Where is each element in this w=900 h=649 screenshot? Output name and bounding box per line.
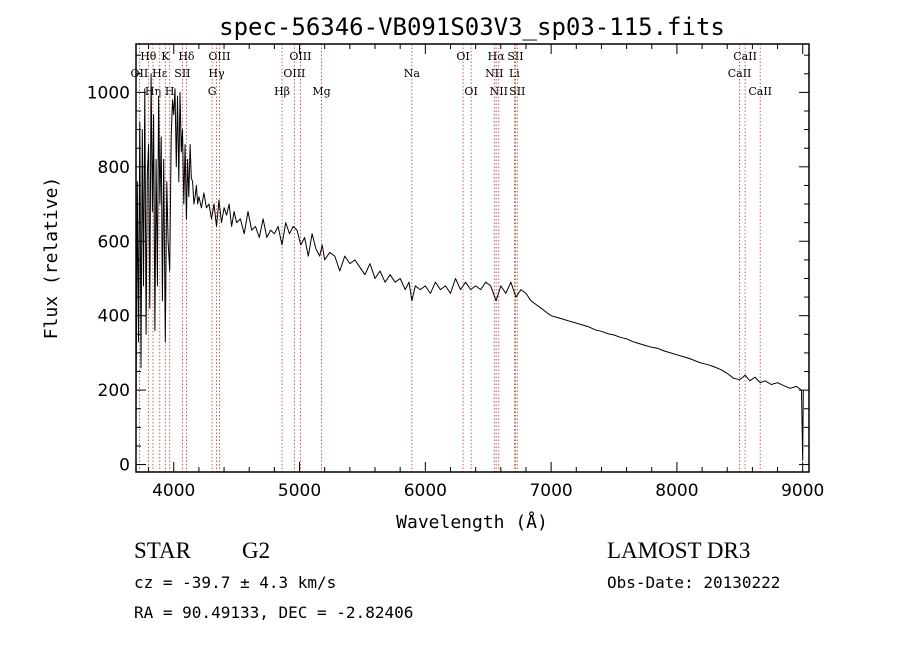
marker-label-8: OIII bbox=[208, 50, 230, 63]
marker-label-26: CaII bbox=[748, 85, 772, 98]
cz-value: cz = -39.7 ± 4.3 km/s bbox=[134, 573, 336, 592]
x-tick-label-9000: 9000 bbox=[781, 481, 824, 501]
y-axis-ticks: 0 200 400 600 800 1000 bbox=[87, 54, 809, 476]
marker-label-16: OI bbox=[456, 50, 469, 63]
y-tick-label-400: 400 bbox=[98, 307, 130, 327]
y-tick-label-800: 800 bbox=[98, 158, 130, 178]
coordinates: RA = 90.49133, DEC = -2.82406 bbox=[134, 603, 413, 622]
marker-label-20: NII bbox=[490, 85, 508, 98]
plot-frame bbox=[135, 43, 810, 473]
marker-label-2: Hη bbox=[145, 85, 161, 98]
y-tick-label-1000: 1000 bbox=[87, 83, 130, 103]
obs-date: Obs-Date: 20130222 bbox=[607, 573, 780, 592]
x-tick-label-6000: 6000 bbox=[404, 481, 447, 501]
marker-label-9: Hγ bbox=[208, 67, 225, 80]
marker-label-15: Na bbox=[404, 67, 421, 80]
x-axis-label: Wavelength (Å) bbox=[396, 511, 548, 533]
marker-label-5: H bbox=[165, 85, 175, 98]
x-axis-ticks: 4000 5000 6000 7000 8000 9000 bbox=[148, 44, 824, 501]
spectrum-series bbox=[135, 73, 804, 462]
object-subclass: G2 bbox=[242, 538, 270, 563]
marker-label-12: OIII bbox=[289, 50, 311, 63]
y-tick-label-0: 0 bbox=[119, 456, 130, 476]
marker-label-23: SII bbox=[509, 85, 525, 98]
marker-label-14: Mg bbox=[312, 85, 330, 98]
y-tick-label-200: 200 bbox=[98, 381, 130, 401]
x-tick-label-8000: 8000 bbox=[655, 481, 698, 501]
marker-label-6: Hδ bbox=[178, 50, 195, 63]
chart-title: spec-56346-VB091S03V3_sp03-115.fits bbox=[219, 13, 725, 41]
marker-label-21: SII bbox=[507, 50, 523, 63]
y-tick-label-600: 600 bbox=[98, 232, 130, 252]
x-tick-label-7000: 7000 bbox=[529, 481, 572, 501]
marker-label-18: Hα bbox=[488, 50, 506, 63]
marker-label-4: K bbox=[161, 50, 170, 63]
marker-label-25: CaII bbox=[728, 67, 752, 80]
y-axis-label: Flux (relative) bbox=[41, 177, 62, 340]
marker-label-24: CaII bbox=[733, 50, 757, 63]
x-tick-label-5000: 5000 bbox=[278, 481, 321, 501]
marker-label-7: SII bbox=[174, 67, 190, 80]
marker-label-17: OI bbox=[464, 85, 477, 98]
series-line-flux bbox=[135, 73, 804, 462]
marker-label-19: NII bbox=[485, 67, 503, 80]
marker-label-3: Hε bbox=[152, 67, 168, 80]
marker-label-0: Hθ bbox=[140, 50, 157, 63]
x-tick-label-4000: 4000 bbox=[152, 481, 195, 501]
marker-label-22: Li bbox=[509, 67, 520, 80]
marker-label-13: OIII bbox=[283, 67, 305, 80]
object-class: STAR bbox=[134, 538, 192, 563]
survey-name: LAMOST DR3 bbox=[607, 538, 750, 563]
marker-label-11: Hβ bbox=[274, 85, 290, 98]
marker-label-10: G bbox=[208, 85, 217, 98]
